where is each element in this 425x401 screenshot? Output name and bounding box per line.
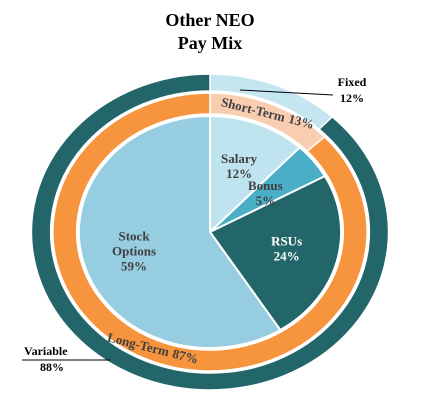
pie-slice xyxy=(77,114,282,349)
outer-value: 12% xyxy=(340,91,364,105)
slice-label: RSUs xyxy=(271,233,302,248)
slice-label-name: Stock xyxy=(119,229,151,244)
leader-line xyxy=(239,89,334,96)
slice-value: 5% xyxy=(256,193,276,208)
slice-value: 59% xyxy=(121,259,147,274)
slice-label-name: RSUs xyxy=(271,233,302,248)
slice-label-name: Options xyxy=(112,244,156,259)
slice-label: Stock Options xyxy=(112,229,156,259)
outer-label: Fixed xyxy=(338,75,367,89)
outer-label: Variable xyxy=(24,344,68,358)
chart-title: Pay Mix xyxy=(178,33,243,53)
slice-value: 12% xyxy=(226,166,252,181)
outer-value: 88% xyxy=(40,360,64,374)
slice-value: 24% xyxy=(274,248,300,263)
slice-label-name: Salary xyxy=(221,151,258,166)
ring-label-value: 87% xyxy=(171,346,200,367)
slice-label: Bonus xyxy=(248,178,283,193)
slice-label: Salary xyxy=(221,151,258,166)
pie-slice xyxy=(209,114,302,235)
chart-title: Other NEO xyxy=(165,10,254,30)
ring-segment xyxy=(30,73,390,391)
pie-slice xyxy=(208,174,343,332)
ring-segment xyxy=(52,92,368,372)
slice-label-name: Bonus xyxy=(248,178,283,193)
ring-label-value: 13% xyxy=(287,111,316,132)
